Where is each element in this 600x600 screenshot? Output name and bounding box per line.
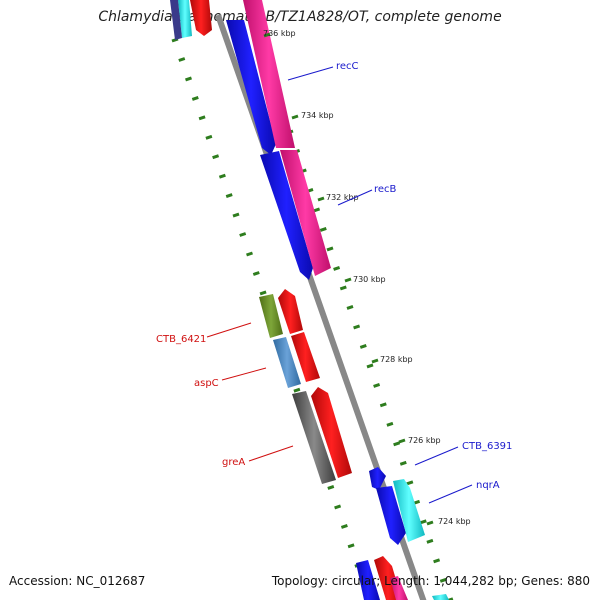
minor-tick [334,504,342,510]
minor-tick [373,382,381,388]
leader-line-nqrA [428,484,473,504]
leader-line-aspC [221,367,267,381]
gene-red-upper[interactable] [278,289,303,334]
gene-label-CTB_6421[interactable]: CTB_6421 [156,334,206,345]
ruler-label: 736 kbp [263,29,296,38]
ruler-label: 730 kbp [353,275,386,284]
minor-tick [178,57,186,62]
minor-tick [379,402,387,408]
minor-tick [225,193,233,199]
minor-tick [393,441,401,447]
gene-bottom-blue[interactable] [356,560,380,600]
minor-tick [191,95,199,101]
minor-tick [205,134,213,140]
ruler-tick [317,196,325,202]
leader-line-CTB_6391 [414,446,459,466]
leader-line-recC [287,66,334,81]
minor-tick [259,290,267,296]
gene-top-left-cyan[interactable] [178,0,192,38]
genes-forward-strand [170,0,449,600]
gene-aspC[interactable] [273,337,301,388]
minor-tick [218,173,226,179]
gene-recC-segment[interactable] [226,20,276,155]
minor-tick [366,363,374,369]
minor-tick [347,543,355,549]
gene-recB[interactable] [280,150,331,276]
ruler-tick [263,32,271,38]
minor-tick [185,76,192,82]
minor-tick [326,246,334,252]
minor-tick [353,324,361,330]
ruler-label: 726 kbp [408,436,441,445]
ruler-tick [371,358,379,364]
leader-line-CTB_6421 [206,322,252,338]
minor-tick [386,421,394,427]
minor-tick [399,460,407,466]
minor-tick [439,577,447,583]
leader-line-greA [248,445,294,462]
minor-tick [293,387,301,393]
ruler-label: 732 kbp [326,193,359,202]
ruler-label: 734 kbp [301,111,334,120]
gene-top-left-red[interactable] [190,0,212,36]
ruler-labels: 736 kbp 734 kbp 732 kbp 730 kbp 728 kbp … [263,29,471,526]
minor-tick [319,226,327,232]
minor-tick [212,154,220,160]
genes-reverse-strand [259,289,352,484]
minor-tick [333,265,341,271]
minor-tick [426,538,434,544]
minor-tick [406,480,414,486]
ruler-tick [398,438,406,444]
minor-tick [359,343,367,349]
gene-nqrA[interactable] [393,479,425,542]
ruler-label: 724 kbp [438,517,471,526]
gene-label-recC[interactable]: recC [336,61,359,72]
minor-tick [340,523,348,529]
gene-bottom-cyan[interactable] [432,594,449,600]
gene-greA[interactable] [292,391,336,484]
accession-text: Accession: NC_012687 [9,574,146,588]
gene-labels: recC recB CTB_6421 aspC greA CTB_6391 nq… [156,61,512,504]
minor-tick [252,271,260,276]
gene-recB-blue[interactable] [260,151,313,280]
minor-tick [246,251,253,257]
minor-tick [339,285,347,291]
minor-tick [419,519,427,525]
gene-top-left-purple[interactable] [170,0,182,40]
gene-recC[interactable] [243,0,295,148]
ruler-tick [426,520,434,526]
ruler-tick [344,277,352,283]
gene-red-lower[interactable] [311,387,352,478]
leader-line-recB [337,189,373,206]
minor-tick [327,484,335,490]
gene-red-middle[interactable] [291,332,320,382]
gene-label-CTB_6391[interactable]: CTB_6391 [462,441,512,452]
gene-bottom-magenta[interactable] [390,576,408,600]
minor-tick [232,212,240,218]
minor-tick [198,115,206,121]
minor-tick [313,207,321,213]
ruler-tick [291,114,299,120]
gene-nqrA-blue[interactable] [376,486,406,545]
gene-CTB_6391[interactable] [369,467,386,490]
genome-stats-text: Topology: circular; Length: 1,044,282 bp… [271,574,590,588]
gene-label-aspC[interactable]: aspC [194,378,219,389]
gene-label-recB[interactable]: recB [374,184,397,195]
minor-tick [239,232,247,237]
gene-CTB_6421[interactable] [259,294,283,338]
minor-tick [346,304,354,310]
ruler-label: 728 kbp [380,355,413,364]
gene-label-nqrA[interactable]: nqrA [476,480,500,491]
gene-label-greA[interactable]: greA [222,457,245,468]
minor-tick [433,558,441,564]
